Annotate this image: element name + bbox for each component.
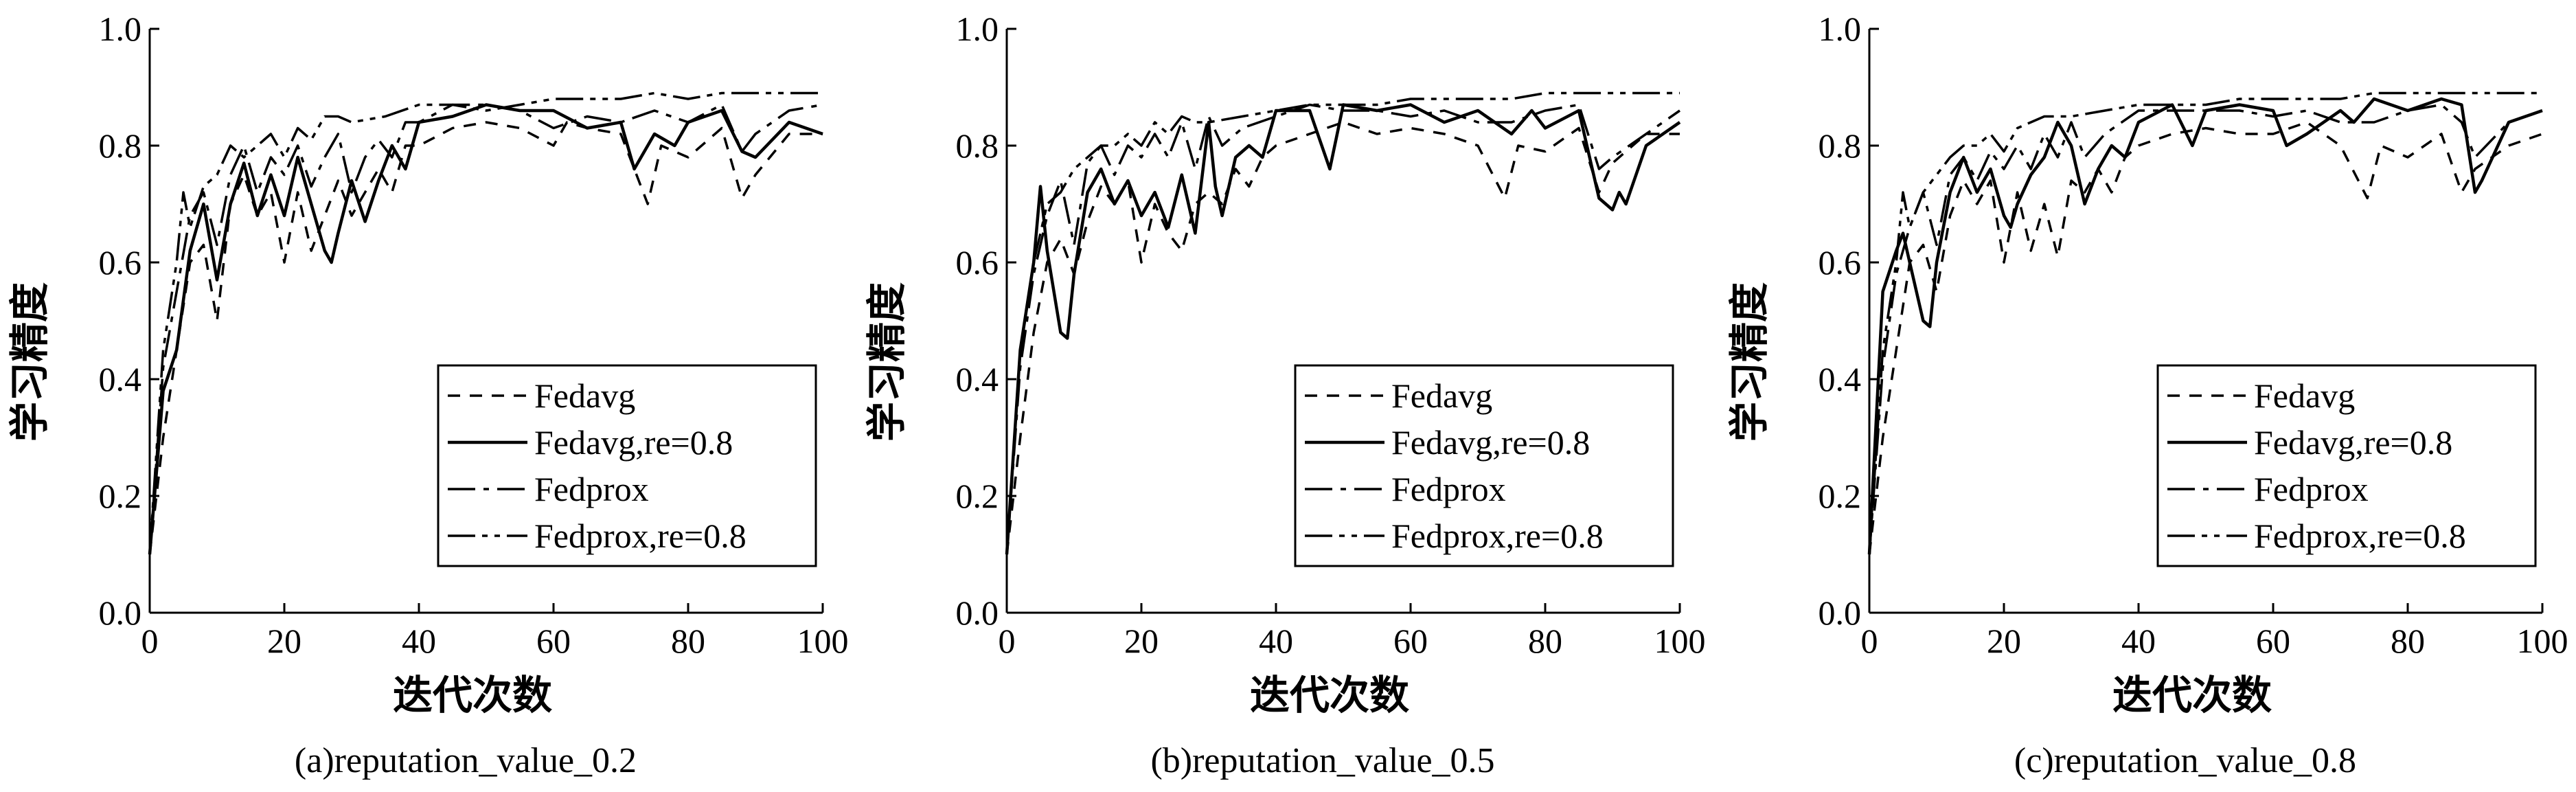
x-tick-label: 0 [999, 622, 1016, 660]
x-tick-label: 80 [1528, 622, 1562, 660]
x-tick-label: 60 [1393, 622, 1428, 660]
legend-box [1294, 364, 1674, 567]
chart-caption: (b)reputation_value_0.5 [1150, 741, 1494, 780]
x-tick-label: 60 [536, 622, 571, 660]
x-tick-label: 40 [1259, 622, 1293, 660]
series-line-2 [1005, 103, 1681, 555]
legend-label-4: Fedprox,re=0.8 [1391, 517, 1604, 555]
legend-label-1: Fedavg [534, 376, 635, 415]
y-axis-title: 学习精度 [863, 282, 910, 442]
chart-panel-1: 0.0 0.2 0.4 0.6 0.8 1.0 0 20 40 60 80 100 迭代次数 学习精度 (a… [6, 10, 849, 780]
y-tick-label: 0.0 [1819, 593, 1862, 632]
x-tick-label: 80 [671, 622, 705, 660]
x-tick-label: 40 [402, 622, 436, 660]
chart-caption: (a)reputation_value_0.2 [295, 741, 637, 780]
legend-label-2: Fedavg,re=0.8 [1391, 423, 1590, 462]
y-axis-title: 学习精度 [1726, 282, 1773, 442]
legend-label-4: Fedprox,re=0.8 [2254, 517, 2466, 555]
series-line-3 [148, 103, 823, 555]
legend-label-3: Fedprox [1391, 470, 1506, 508]
legend-label-1: Fedavg [2254, 376, 2355, 415]
y-tick-label: 0.0 [956, 593, 999, 632]
legend-label-1: Fedavg [1391, 376, 1492, 415]
x-tick-label: 100 [2517, 622, 2568, 660]
y-tick-label: 0.2 [956, 477, 999, 515]
series-line-3 [1868, 103, 2543, 555]
series-line-2 [148, 103, 823, 555]
y-tick-label: 1.0 [99, 10, 142, 48]
y-tick-label: 0.6 [99, 243, 142, 282]
legend-box [437, 364, 817, 567]
x-tick-label: 20 [267, 622, 301, 660]
x-tick-label: 20 [1124, 622, 1159, 660]
legend-label-2: Fedavg,re=0.8 [2254, 423, 2452, 462]
y-tick-label: 1.0 [956, 10, 999, 48]
legend-label-2: Fedavg,re=0.8 [534, 423, 733, 462]
legend-label-4: Fedprox,re=0.8 [534, 517, 746, 555]
y-tick-label: 0.6 [956, 243, 999, 282]
x-axis-title: 迭代次数 [1250, 672, 1409, 719]
legend-label-3: Fedprox [2254, 470, 2369, 508]
y-tick-label: 0.4 [99, 360, 142, 398]
legend-box [2156, 364, 2537, 567]
series-line-4 [1005, 91, 1680, 555]
x-tick-label: 80 [2391, 622, 2425, 660]
x-tick-label: 0 [1861, 622, 1878, 660]
x-tick-label: 20 [1987, 622, 2021, 660]
y-tick-label: 0.4 [956, 360, 999, 398]
x-axis-title: 迭代次数 [2112, 672, 2272, 719]
y-tick-label: 0.2 [1819, 477, 1862, 515]
x-tick-label: 40 [2121, 622, 2156, 660]
y-tick-label: 0.8 [99, 126, 142, 165]
x-tick-label: 100 [1654, 622, 1706, 660]
series-line-4 [148, 91, 823, 555]
y-tick-label: 0.0 [99, 593, 142, 632]
series-line-3 [1005, 103, 1680, 555]
chart-panel-3: 0.0 0.2 0.4 0.6 0.8 1.0 0 20 40 60 80 100 迭代次数 学习精度 (c… [1726, 10, 2568, 780]
series-line-2 [1867, 97, 2543, 555]
y-tick-label: 0.8 [956, 126, 999, 165]
y-axis-title: 学习精度 [6, 282, 53, 442]
y-tick-label: 0.6 [1819, 243, 1862, 282]
x-axis-title: 迭代次数 [393, 672, 552, 719]
y-tick-label: 0.4 [1819, 360, 1862, 398]
x-tick-label: 60 [2256, 622, 2290, 660]
series-line-1 [1005, 121, 1680, 555]
chart-caption: (c)reputation_value_0.8 [2014, 741, 2356, 780]
chart-panel-2: 0.0 0.2 0.4 0.6 0.8 1.0 0 20 40 60 80 100 迭代次数 学习精度 (b… [863, 10, 1706, 780]
x-tick-label: 100 [797, 622, 849, 660]
y-tick-label: 0.2 [99, 477, 142, 515]
series-line-4 [1868, 91, 2542, 555]
x-tick-label: 0 [141, 622, 159, 660]
legend-label-3: Fedprox [534, 470, 649, 508]
y-tick-label: 0.8 [1819, 126, 1862, 165]
y-tick-label: 1.0 [1819, 10, 1862, 48]
